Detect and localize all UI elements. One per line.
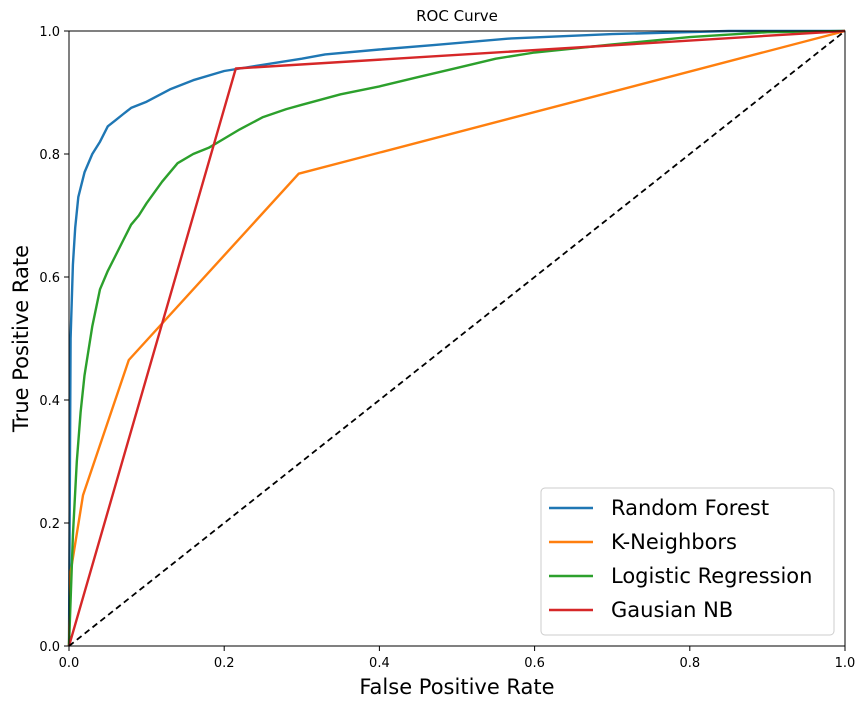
x-tick-label: 0.0: [59, 656, 80, 671]
y-tick-label: 0.6: [39, 271, 60, 286]
x-tick-label: 0.8: [679, 656, 700, 671]
legend-label: Random Forest: [611, 496, 769, 520]
legend-label: Gausian NB: [611, 598, 733, 622]
y-tick-label: 0.2: [39, 517, 60, 532]
chance-diagonal-line: [68, 30, 846, 647]
series-line-2: [67, 29, 846, 647]
y-axis: 0.0 0.2 0.4 0.6 0.8 1.0: [39, 25, 69, 655]
legend-box: [540, 487, 835, 636]
chart-title: ROC Curve: [416, 7, 498, 25]
x-tick-label: 0.2: [214, 656, 235, 671]
series-line-0: [67, 29, 845, 647]
y-tick-label: 1.0: [39, 25, 60, 40]
y-tick-label: 0.4: [39, 394, 60, 409]
y-tick-label: 0.8: [39, 148, 60, 163]
x-axis-label: False Positive Rate: [359, 675, 554, 699]
series-line-3: [67, 29, 846, 647]
series-layer: [67, 29, 846, 647]
x-tick-label: 0.6: [524, 656, 545, 671]
y-tick-label: 0.0: [39, 640, 60, 655]
y-axis-label: True Positive Rate: [9, 245, 33, 433]
x-tick-label: 0.4: [369, 656, 390, 671]
plot-frame: [68, 30, 846, 647]
legend: Random Forest K-Neighbors Logistic Regress…: [540, 487, 835, 636]
x-axis: 0.0 0.2 0.4 0.6 0.8 1.0: [59, 646, 856, 671]
x-tick-label: 1.0: [835, 656, 856, 671]
legend-label: Logistic Regression: [611, 564, 812, 588]
legend-label: K-Neighbors: [611, 530, 737, 554]
